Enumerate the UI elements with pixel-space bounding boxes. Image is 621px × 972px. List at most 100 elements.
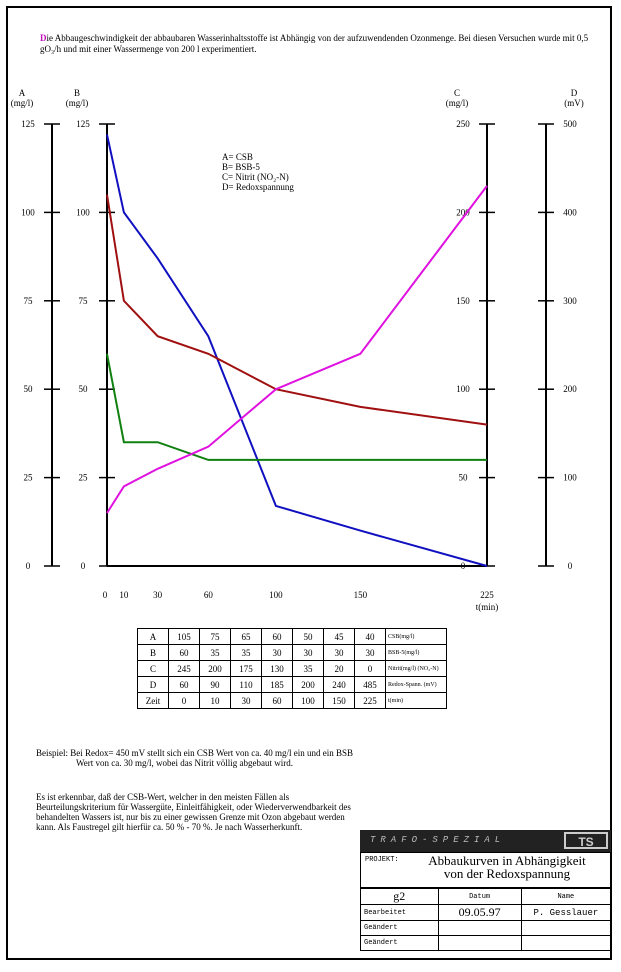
table-cell: 30 (292, 644, 324, 661)
table-row-head: Zeit (137, 692, 169, 709)
axis-c-letter: C (454, 88, 460, 98)
table-cell: 60 (168, 676, 200, 693)
edited-name: P. Gesslauer (520, 904, 612, 921)
name-label: Name (520, 888, 612, 905)
table-cell: 65 (230, 628, 262, 645)
table-cell: 10 (199, 692, 231, 709)
edited-label: Bearbeitet (360, 904, 439, 921)
table-cell: 175 (230, 660, 262, 677)
project-title-line2: von der Redoxspannung (443, 866, 571, 881)
table-cell: 50 (292, 628, 324, 645)
brand-banner: TRAFO-SPEZIAL TS (360, 830, 611, 852)
table-cell: 45 (323, 628, 355, 645)
intro-initial: D (40, 33, 47, 43)
project-title-line1: Abbaukurven in Abhängigkeit (428, 853, 586, 868)
axis-a-tick-label: 125 (21, 119, 35, 129)
table-row-unit: t(min) (385, 692, 447, 709)
changed-date (437, 935, 522, 951)
table-row-unit: BSB-5(mg/l) (385, 644, 447, 661)
title-grid: g2 Datum Name Bearbeitet 09.05.97 P. Ges… (360, 888, 612, 951)
axis-c-tick-label: 250 (456, 119, 470, 129)
axis-a-tick-label: 0 (26, 561, 31, 571)
example-text: Bei Redox= 450 mV stellt sich ein CSB We… (70, 748, 354, 768)
table-cell: 35 (230, 644, 262, 661)
x-tick-label: 100 (269, 590, 283, 600)
axis-a-tick-label: 75 (24, 296, 34, 306)
axis-d-tick-label: 200 (563, 384, 577, 394)
x-tick-label: 225 (480, 590, 494, 600)
table-row: Zeit 0 10 30 60 100 150 225 t(min) (137, 692, 447, 709)
example-label: Beispiel: (36, 748, 68, 758)
axis-a-letter: A (19, 88, 26, 98)
conclusion-text: Es ist erkennbar, daß der CSB-Wert, welc… (36, 792, 351, 832)
changed-label: Geändert (360, 935, 439, 951)
table-cell: 20 (323, 660, 355, 677)
legend-entry: A= CSB (222, 152, 253, 162)
table-row-unit: Redox-Spann. (mV) (385, 676, 447, 693)
axis-a-tick-label: 100 (21, 207, 35, 217)
project-box: PROJEKT: Abbaukurven in Abhängigkeit von… (360, 852, 611, 888)
axis-b-tick-label: 25 (79, 473, 89, 483)
axis-b-tick-label: 0 (81, 561, 86, 571)
axis-b-tick-label: 125 (76, 119, 90, 129)
project-label: PROJEKT: (365, 856, 399, 864)
checked-label: Geändert (360, 920, 439, 936)
legend-entry: C= Nitrit (NO₂-N) (222, 172, 289, 182)
table-cell: 150 (323, 692, 355, 709)
example-note: Beispiel: Bei Redox= 450 mV stellt sich … (36, 748, 356, 768)
table-cell: 35 (292, 660, 324, 677)
axis-c-unit: (mg/l) (446, 98, 469, 108)
table-row: B 60 35 35 30 30 30 30 BSB-5(mg/l) (137, 644, 447, 661)
table-row: A 105 75 65 60 50 45 40 CSB(mg/l) (137, 628, 447, 645)
changed-name (520, 935, 612, 951)
axis-c-tick-label: 150 (456, 296, 470, 306)
series-c-line (106, 353, 487, 461)
table-cell: 0 (354, 660, 386, 677)
legend-entry: D= Redoxspannung (222, 182, 294, 192)
table-cell: 30 (261, 644, 293, 661)
table-cell: 225 (354, 692, 386, 709)
x-axis-label: t(min) (476, 602, 499, 612)
axis-c-tick-label: 50 (459, 473, 469, 483)
axis-d-tick-label: 400 (563, 207, 577, 217)
table-row-head: B (137, 644, 169, 661)
axis-a-unit: (mg/l) (11, 98, 34, 108)
edited-date: 09.05.97 (437, 904, 522, 921)
x-tick-label: 10 (119, 590, 129, 600)
table-row-head: D (137, 676, 169, 693)
table-cell: 0 (168, 692, 200, 709)
axis-d-unit: (mV) (564, 98, 584, 108)
axis-d-tick-label: 100 (563, 473, 577, 483)
table-cell: 30 (354, 644, 386, 661)
axis-b-tick-label: 50 (79, 384, 89, 394)
axis-b-letter: B (74, 88, 80, 98)
axis-a-tick-label: 25 (24, 473, 34, 483)
axis-d-tick-label: 0 (568, 561, 573, 571)
intro-body: ie Abbaugeschwindigkeit der abbaubaren W… (40, 33, 589, 54)
title-block: TRAFO-SPEZIAL TS PROJEKT: Abbaukurven in… (360, 830, 612, 960)
series-b-line (106, 194, 488, 426)
axis-c-tick-label: 200 (456, 207, 470, 217)
table-cell: 60 (261, 692, 293, 709)
axis-b-tick-label: 75 (79, 296, 89, 306)
axis-a-tick-label: 50 (24, 384, 34, 394)
legend-entry: B= BSB-5 (222, 162, 260, 172)
series-layer (106, 134, 488, 567)
x-tick-label: 60 (204, 590, 214, 600)
axis-b-tick-label: 100 (76, 207, 90, 217)
table-cell: 60 (261, 628, 293, 645)
table-cell: 35 (199, 644, 231, 661)
brand-logo: TS (564, 832, 608, 849)
axis-c-tick-label: 100 (456, 384, 470, 394)
table-row-unit: CSB(mg/l) (385, 628, 447, 645)
series-d-line (106, 185, 488, 514)
x-tick-label: 0 (103, 590, 108, 600)
table-cell: 30 (323, 644, 355, 661)
table-cell: 40 (354, 628, 386, 645)
table-cell: 485 (354, 676, 386, 693)
table-cell: 200 (199, 660, 231, 677)
drawing-number: g2 (360, 888, 439, 905)
intro-text: Die Abbaugeschwindigkeit der abbaubaren … (40, 33, 600, 55)
date-label: Datum (437, 888, 522, 905)
